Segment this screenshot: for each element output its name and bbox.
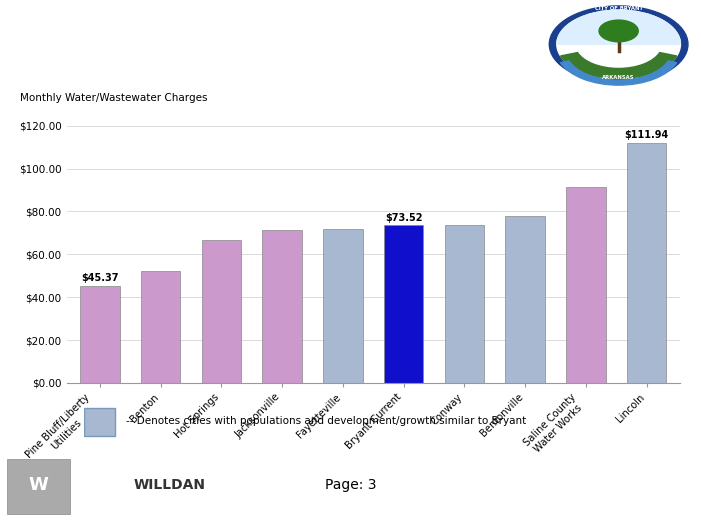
Bar [505, 216, 545, 383]
Text: Total Gallons = 5,000: Total Gallons = 5,000 [155, 53, 388, 71]
Text: Page: 3: Page: 3 [325, 478, 376, 491]
Text: W: W [29, 476, 48, 493]
Text: $45.37: $45.37 [81, 273, 118, 283]
Bar [566, 187, 606, 383]
Text: Monthly Water/Wastewater Charges: Monthly Water/Wastewater Charges [20, 93, 207, 103]
Bar [262, 230, 302, 383]
Circle shape [550, 6, 688, 83]
Text: $111.94: $111.94 [625, 130, 669, 140]
Wedge shape [561, 53, 676, 79]
Bar [444, 225, 484, 383]
Bar [202, 240, 241, 383]
Text: WILLDAN: WILLDAN [133, 478, 205, 491]
Bar [141, 271, 180, 383]
Text: ARKANSAS: ARKANSAS [602, 75, 635, 80]
Circle shape [557, 10, 681, 79]
Bar [627, 143, 667, 383]
Circle shape [599, 20, 638, 42]
Bar [323, 229, 362, 383]
Text: $73.52: $73.52 [385, 213, 423, 222]
Text: CITY OF BRYANT: CITY OF BRYANT [594, 6, 643, 11]
Wedge shape [561, 61, 676, 85]
Text: -- Denotes cities with populations and development/growth similar to Bryant: -- Denotes cities with populations and d… [126, 416, 526, 426]
Bar [80, 286, 120, 383]
Bar [84, 408, 115, 436]
Bar [7, 459, 70, 514]
Bar [384, 225, 423, 383]
Text: Residential Monthly Charge Comparison: Residential Monthly Charge Comparison [51, 22, 492, 41]
Wedge shape [557, 10, 681, 44]
